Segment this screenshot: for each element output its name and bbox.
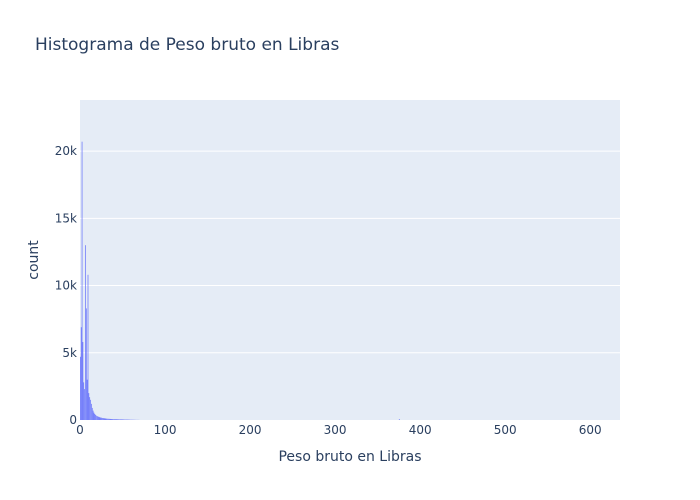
- histogram-bar[interactable]: [122, 419, 124, 420]
- x-tick-label: 500: [494, 423, 517, 437]
- histogram-bar[interactable]: [97, 416, 98, 420]
- x-axis-ticks: 0 100 200 300 400 500 600: [76, 423, 602, 437]
- histogram-bar[interactable]: [124, 419, 125, 420]
- histogram-bar[interactable]: [85, 245, 86, 420]
- histogram-bar[interactable]: [82, 342, 84, 420]
- histogram-bar[interactable]: [103, 418, 105, 420]
- histogram-bar[interactable]: [98, 416, 100, 420]
- histogram-bar[interactable]: [93, 412, 95, 420]
- histogram-bar[interactable]: [117, 419, 119, 420]
- histogram-bars: [80, 141, 400, 421]
- histogram-bar[interactable]: [109, 418, 111, 420]
- histogram-bar[interactable]: [80, 327, 82, 420]
- x-tick-label: 0: [76, 423, 84, 437]
- y-tick-label: 15k: [55, 211, 77, 225]
- histogram-bar[interactable]: [104, 418, 106, 420]
- y-tick-label: 20k: [55, 144, 77, 158]
- histogram-bar[interactable]: [398, 419, 400, 420]
- histogram-bar[interactable]: [95, 414, 97, 420]
- histogram-bar[interactable]: [99, 417, 101, 420]
- histogram-bar[interactable]: [91, 407, 93, 420]
- y-axis-title: count: [26, 240, 42, 280]
- histogram-bar[interactable]: [108, 418, 109, 420]
- histogram-bar[interactable]: [108, 418, 110, 420]
- x-tick-label: 600: [579, 423, 602, 437]
- y-tick-label: 5k: [62, 346, 77, 360]
- histogram-bar[interactable]: [81, 141, 83, 421]
- histogram-bar[interactable]: [91, 403, 92, 420]
- histogram-bar[interactable]: [120, 419, 122, 420]
- histogram-bar[interactable]: [84, 389, 85, 420]
- histogram-bar[interactable]: [101, 417, 102, 420]
- histogram-bar[interactable]: [123, 419, 125, 420]
- histogram-bar[interactable]: [112, 419, 114, 420]
- histogram-bar[interactable]: [80, 356, 81, 420]
- histogram-bar[interactable]: [114, 419, 115, 420]
- histogram-bar[interactable]: [94, 413, 96, 420]
- histogram-bar[interactable]: [115, 419, 117, 420]
- histogram-bar[interactable]: [102, 418, 104, 420]
- histogram-bar[interactable]: [113, 419, 114, 420]
- histogram-bar[interactable]: [106, 418, 108, 420]
- x-tick-label: 300: [324, 423, 347, 437]
- histogram-bar[interactable]: [83, 382, 85, 420]
- histogram-bar[interactable]: [105, 418, 107, 420]
- y-axis-ticks: 0 5k 10k 15k 20k: [55, 144, 77, 427]
- chart-title: Histograma de Peso bruto en Libras: [35, 35, 339, 55]
- x-axis-title: Peso bruto en Libras: [278, 449, 421, 465]
- histogram-bar[interactable]: [119, 419, 121, 420]
- histogram-bar[interactable]: [97, 416, 99, 420]
- histogram-bar[interactable]: [119, 419, 120, 420]
- histogram-bar[interactable]: [86, 379, 88, 420]
- histogram-bar[interactable]: [92, 410, 94, 420]
- histogram-bar[interactable]: [87, 274, 89, 420]
- histogram-bar[interactable]: [88, 393, 90, 420]
- y-tick-label: 0: [69, 413, 77, 427]
- histogram-bar[interactable]: [96, 415, 97, 420]
- histogram-bar[interactable]: [85, 308, 87, 420]
- plot-area: [80, 100, 620, 420]
- histogram-bar[interactable]: [107, 418, 108, 420]
- y-tick-label: 10k: [55, 279, 77, 293]
- histogram-bar[interactable]: [102, 417, 103, 420]
- histogram-bar[interactable]: [90, 399, 91, 420]
- histogram-bar[interactable]: [111, 419, 113, 420]
- histogram-bar[interactable]: [110, 418, 112, 420]
- histogram-bar[interactable]: [100, 417, 102, 420]
- x-tick-label: 100: [154, 423, 177, 437]
- x-tick-label: 200: [239, 423, 262, 437]
- histogram-bar[interactable]: [89, 397, 91, 420]
- x-tick-label: 400: [409, 423, 432, 437]
- histogram-bar[interactable]: [114, 419, 116, 420]
- grid-lines: [80, 150, 620, 354]
- histogram-bar[interactable]: [121, 419, 123, 420]
- histogram-bar[interactable]: [118, 419, 119, 420]
- histogram-bar[interactable]: [116, 419, 118, 420]
